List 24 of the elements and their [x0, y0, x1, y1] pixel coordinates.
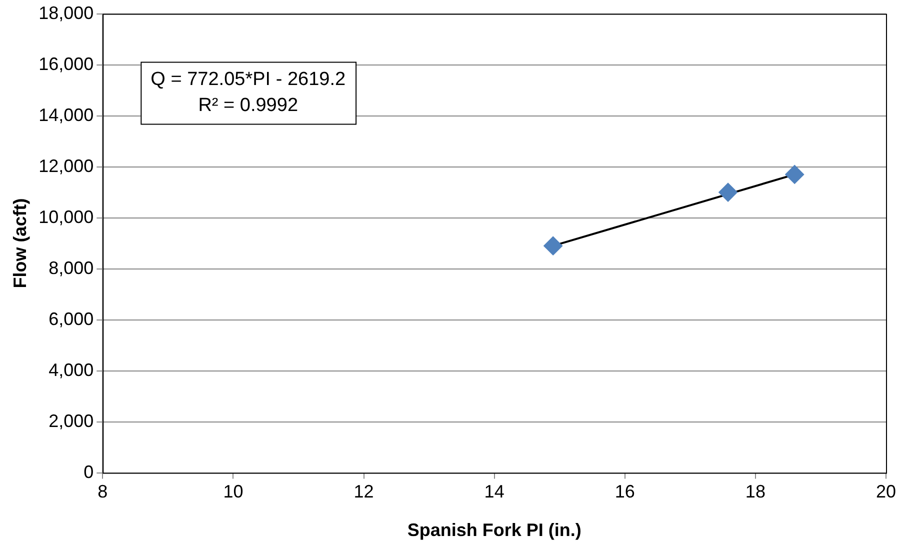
point [544, 236, 563, 256]
x-axis-title: Spanish Fork PI (in.) [407, 520, 582, 540]
x-tick-label: 16 [614, 482, 635, 502]
annotation: R² = 0.9992 [198, 95, 298, 116]
y-tick-label: 0 [84, 462, 94, 482]
point [785, 164, 804, 184]
x-tick-label: 8 [98, 482, 108, 502]
x-tick-label: 12 [354, 482, 374, 502]
x-tick-label: 20 [876, 482, 896, 502]
y-tick-label: 18,000 [38, 2, 94, 23]
y-tick-label: 10,000 [38, 206, 94, 227]
point [718, 182, 738, 202]
y-tick-label: 16,000 [38, 54, 94, 74]
x-tick-label: 14 [484, 482, 504, 502]
y-tick-label: 4,000 [48, 360, 94, 380]
y-axis-title: Flow (acft) [10, 198, 30, 288]
y-tick-label: 6,000 [48, 308, 94, 329]
x-tick-label: 18 [745, 482, 766, 502]
y-tick-label: 12,000 [38, 156, 94, 176]
y-tick-label: 2,000 [48, 410, 94, 431]
y-tick-label: 8,000 [48, 258, 94, 278]
y-tick-label: 14,000 [38, 104, 94, 125]
x-tick-label: 10 [223, 482, 244, 502]
annotation: Q = 772.05*PI - 2619.2 [150, 69, 346, 90]
